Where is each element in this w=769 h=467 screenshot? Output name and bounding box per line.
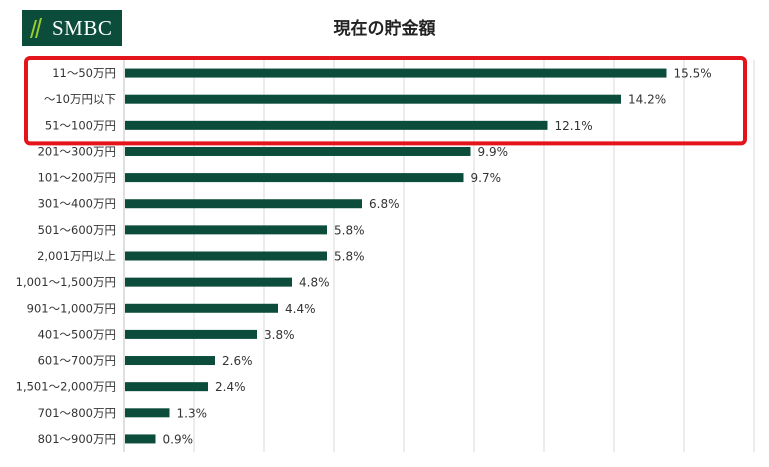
bar	[125, 199, 362, 209]
category-label: 701～800万円	[38, 406, 116, 420]
bar	[125, 94, 621, 104]
bar	[125, 146, 471, 156]
category-label: 401～500万円	[38, 327, 116, 341]
category-label: 601～700万円	[38, 354, 116, 368]
bars	[125, 68, 667, 444]
bar	[125, 173, 464, 183]
category-label: 1,501～2,000万円	[16, 380, 116, 394]
category-label: 301～400万円	[38, 197, 116, 211]
bar	[125, 120, 548, 130]
value-label: 5.8%	[334, 223, 365, 237]
value-label: 4.8%	[299, 276, 330, 290]
category-label: 501～600万円	[38, 223, 116, 237]
value-label: 4.4%	[285, 302, 316, 316]
category-label: 51～100万円	[45, 118, 116, 132]
category-label: 901～1,000万円	[27, 301, 116, 315]
category-label: 801～900万円	[38, 432, 116, 446]
value-label: 2.4%	[215, 380, 246, 394]
bar	[125, 68, 667, 78]
bar	[125, 251, 327, 261]
bar	[125, 329, 257, 339]
leaf-logo-icon	[30, 18, 42, 38]
bar	[125, 277, 292, 287]
highlight-layer	[24, 56, 747, 146]
value-label: 5.8%	[334, 250, 365, 264]
value-label: 14.2%	[628, 93, 666, 107]
bar	[125, 303, 278, 313]
value-labels: 15.5% 14.2% 12.1% 9.9% 9.7% 6.8% 5.8% 5.8% 4.8% 4…	[163, 67, 712, 447]
value-label: 2.6%	[222, 354, 253, 368]
value-label: 1.3%	[177, 406, 208, 420]
value-label: 0.9%	[163, 432, 194, 446]
bar	[125, 382, 208, 392]
bar	[125, 356, 215, 366]
highlight-box	[24, 56, 747, 146]
bar	[125, 408, 170, 418]
bar	[125, 434, 156, 444]
value-label: 9.9%	[478, 145, 509, 159]
category-label: 101～200万円	[38, 171, 116, 185]
category-labels: 11～50万円 ～10万円以下 51～100万円 201～300万円 101～200万円…	[16, 66, 116, 446]
smbc-logo: SMBC	[22, 10, 122, 46]
chart-title: 現在の貯金額	[333, 19, 436, 39]
category-label: 201～300万円	[38, 144, 116, 158]
value-label: 15.5%	[674, 67, 712, 81]
value-label: 9.7%	[471, 171, 502, 185]
category-label: 11～50万円	[52, 66, 116, 80]
bar	[125, 225, 327, 235]
category-label: 2,001万円以上	[37, 249, 116, 263]
logo-text: SMBC	[52, 15, 113, 40]
value-label: 6.8%	[369, 197, 400, 211]
value-label: 3.8%	[264, 328, 295, 342]
value-label: 12.1%	[555, 119, 593, 133]
category-label: 1,001～1,500万円	[16, 275, 116, 289]
category-label: ～10万円以下	[44, 92, 116, 106]
